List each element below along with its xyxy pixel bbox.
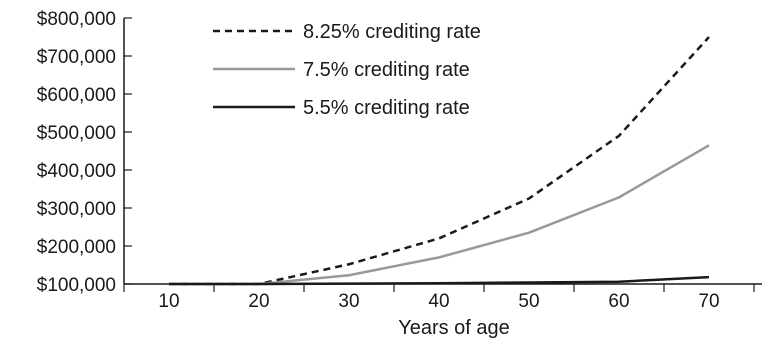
y-tick-label: $400,000 bbox=[37, 161, 116, 182]
x-axis-title: Years of age bbox=[398, 317, 510, 338]
series-lines bbox=[169, 36, 710, 286]
x-tick-label: 50 bbox=[518, 291, 539, 312]
x-tick-label: 70 bbox=[698, 291, 719, 312]
x-tick-label: 10 bbox=[158, 291, 179, 312]
y-tick-label: $100,000 bbox=[37, 275, 116, 296]
series-line-3 bbox=[169, 275, 710, 286]
series-line-2 bbox=[169, 144, 710, 286]
x-tick-label: 40 bbox=[428, 291, 449, 312]
y-tick-label: $800,000 bbox=[37, 9, 116, 30]
x-tick-label: 60 bbox=[608, 291, 629, 312]
axes bbox=[123, 18, 762, 285]
x-axis-ticks: 10 20 30 40 50 60 70 bbox=[123, 284, 755, 312]
legend-label: 5.5% crediting rate bbox=[303, 97, 470, 119]
legend: 8.25% crediting rate 7.5% crediting rate 5… bbox=[213, 21, 481, 119]
legend-label: 7.5% crediting rate bbox=[303, 59, 470, 81]
legend-label: 8.25% crediting rate bbox=[303, 21, 481, 43]
x-tick-label: 20 bbox=[248, 291, 269, 312]
y-tick-label: $500,000 bbox=[37, 123, 116, 144]
y-tick-label: $200,000 bbox=[37, 237, 116, 258]
y-tick-label: $700,000 bbox=[37, 47, 116, 68]
y-axis-ticks: $100,000 $200,000 $300,000 $400,000 $500,000… bbox=[37, 9, 132, 296]
y-tick-label: $300,000 bbox=[37, 199, 116, 220]
y-tick-label: $600,000 bbox=[37, 85, 116, 106]
x-tick-label: 30 bbox=[338, 291, 359, 312]
